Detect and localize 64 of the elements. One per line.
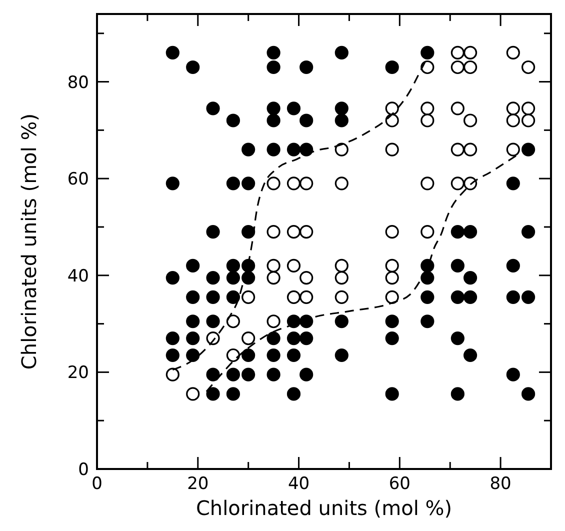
point [186,387,200,401]
point [506,142,520,156]
y-tick-label: 20 [67,363,89,384]
point [522,102,536,116]
point [286,225,301,239]
point [450,102,464,116]
y-tick-label: 60 [67,170,89,190]
point [450,142,464,156]
point [420,225,434,239]
point [266,258,280,272]
point [385,114,399,128]
point [300,176,314,190]
point [334,258,348,272]
point [463,114,478,128]
y-tick-label: 40 [67,266,89,286]
point [385,225,399,239]
x-tick-label: 20 [187,474,209,494]
point [226,314,240,328]
x-tick-label: 40 [288,474,310,494]
point [334,176,348,190]
point [522,60,536,74]
point [506,102,520,116]
point [450,60,464,74]
point [450,176,464,190]
point [286,290,301,304]
y-axis-title: Chlorinated units (mol %) [17,113,41,370]
point [385,271,399,285]
point [334,271,348,285]
point [450,46,464,60]
point [463,46,478,60]
point [334,142,348,156]
point [300,271,314,285]
x-tick-label: 0 [92,474,102,494]
x-tick-label: 80 [490,474,512,494]
point [300,290,314,304]
point [420,102,434,116]
y-tick-label: 80 [67,72,89,93]
point [266,225,280,239]
point [385,290,399,304]
point [463,142,478,156]
point [226,348,240,362]
x-tick-label: 60 [388,474,410,494]
point [463,176,478,190]
point [242,332,256,346]
point [385,142,399,156]
point [522,114,536,128]
point [420,114,434,128]
point [300,225,314,239]
point [266,314,280,328]
point [385,258,399,272]
point [286,176,301,190]
y-tick-label: 0 [78,460,89,480]
point [286,258,301,272]
point [506,46,520,60]
point [420,176,434,190]
point [266,176,280,190]
point [463,60,478,74]
point [385,102,399,116]
point [166,368,180,382]
point [334,290,348,304]
x-axis-title: Chlorinated units (mol %) [196,496,452,520]
point [266,271,280,285]
point [242,290,256,304]
point [506,114,520,128]
